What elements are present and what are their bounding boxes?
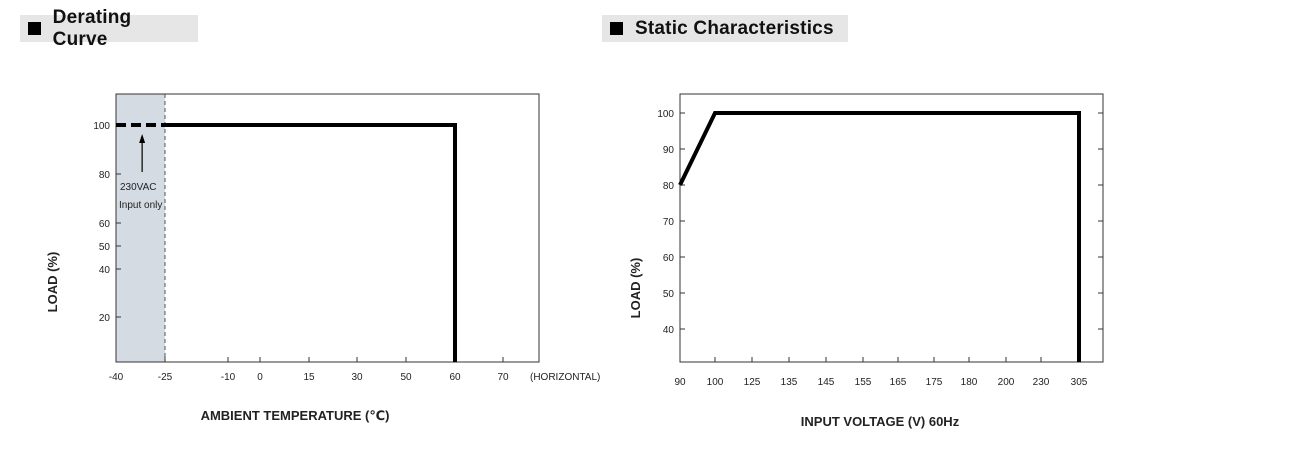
section-title-derating: Derating Curve	[20, 7, 198, 50]
x-tick-label: 50	[400, 372, 412, 383]
y-tick-label: 20	[99, 313, 111, 324]
bullet-square-icon	[28, 22, 41, 35]
x-tick-label: 155	[855, 377, 872, 388]
x-tick-label: 145	[818, 377, 835, 388]
x-tick-label: -25	[158, 372, 173, 383]
y-tick-label: 60	[663, 253, 675, 264]
x-tick-label: 90	[674, 377, 686, 388]
section-title-text: Static Characteristics	[635, 17, 834, 39]
y-tick-label: 40	[663, 325, 675, 336]
x-tick-label: -10	[221, 372, 236, 383]
y-tick-label: 80	[663, 181, 675, 192]
x-tick-label: 305	[1071, 377, 1088, 388]
y-tick-label: 70	[663, 217, 675, 228]
x-tick-label: -40	[109, 372, 124, 383]
y-tick-label: 100	[93, 121, 110, 132]
y-tick-label: 100	[657, 109, 674, 120]
y-tick-label: 50	[663, 289, 675, 300]
x-tick-label: 125	[744, 377, 761, 388]
x-axis-title: AMBIENT TEMPERATURE (℃)	[201, 408, 390, 423]
plot-frame	[115, 93, 540, 363]
x-tick-label: 165	[890, 377, 907, 388]
section-title-text: Derating Curve	[52, 6, 132, 50]
x-tick-label: 230	[1033, 377, 1050, 388]
annotation-text: Input only	[119, 200, 162, 211]
input-restricted-region	[116, 94, 165, 362]
x-tick-label: 15	[303, 372, 315, 383]
x-tick-label: 180	[961, 377, 978, 388]
bullet-square-icon	[610, 22, 623, 35]
y-tick-label: 90	[663, 145, 675, 156]
x-tick-label: 100	[707, 377, 724, 388]
y-tick-label: 80	[99, 170, 111, 181]
y-tick-label: 50	[99, 242, 111, 253]
x-tick-label: 70	[497, 372, 509, 383]
x-tick-label: 30	[351, 372, 363, 383]
x-tick-label: 175	[926, 377, 943, 388]
annotation-text: 230VAC	[120, 182, 157, 193]
x-axis-note: (HORIZONTAL)	[530, 372, 600, 383]
x-axis-title: INPUT VOLTAGE (V) 60Hz	[801, 414, 960, 429]
annotation-arrow-head	[139, 134, 146, 143]
derating-line	[165, 123, 457, 362]
x-tick-label: 135	[781, 377, 798, 388]
static-line	[678, 111, 1081, 362]
plot-frame	[679, 93, 1104, 363]
x-tick-label: 200	[998, 377, 1015, 388]
y-tick-label: 60	[99, 219, 111, 230]
y-tick-label: 40	[99, 265, 111, 276]
x-tick-label: 0	[257, 372, 263, 383]
y-axis-title: LOAD (%)	[45, 252, 60, 313]
x-tick-label: 60	[449, 372, 461, 383]
y-axis-title: LOAD (%)	[628, 258, 643, 319]
section-title-static: Static Characteristics	[602, 15, 848, 42]
